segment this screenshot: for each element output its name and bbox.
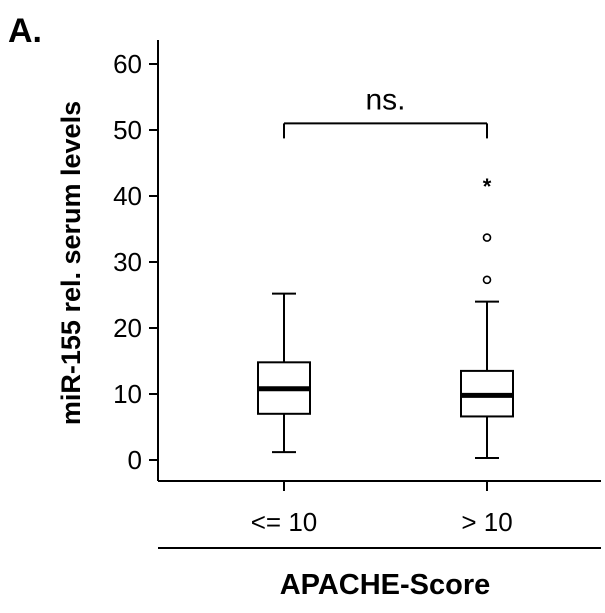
- y-tick-label: 20: [113, 313, 142, 343]
- y-tick-label: 30: [113, 247, 142, 277]
- panel-label: A.: [8, 12, 42, 50]
- x-tick-label: > 10: [461, 507, 512, 537]
- extreme-point-icon: *: [483, 174, 492, 199]
- y-tick-label: 40: [113, 181, 142, 211]
- y-axis-label: miR-155 rel. serum levels: [56, 101, 86, 425]
- outlier-point: [482, 275, 492, 285]
- significance-label: ns.: [365, 83, 405, 116]
- y-tick-label: 0: [128, 445, 142, 475]
- y-tick-label: 50: [113, 115, 142, 145]
- x-axis-label: APACHE-Score: [280, 569, 491, 601]
- x-tick-label: <= 10: [251, 507, 318, 537]
- outlier-point: [482, 233, 492, 242]
- y-tick-label: 10: [113, 379, 142, 409]
- plot-area: 0 10 20 30 40 50 60 <= 10 > 10 * ns.: [113, 40, 601, 549]
- y-tick-label: 60: [113, 49, 142, 79]
